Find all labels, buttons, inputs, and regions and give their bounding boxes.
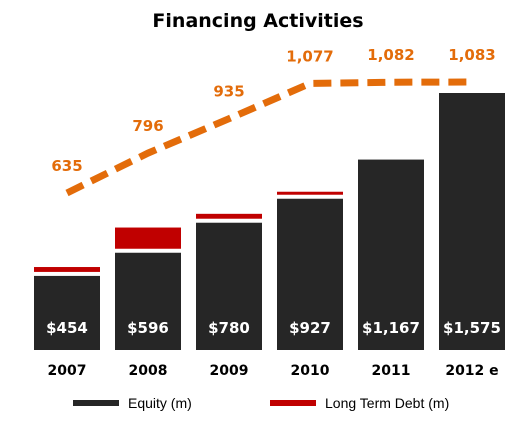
x-tick-label-2012-e: 2012 e bbox=[445, 363, 498, 379]
bar-equity-2010 bbox=[277, 198, 343, 350]
line-label-2010: 1,077 bbox=[286, 47, 333, 65]
bar-debt-2007 bbox=[34, 267, 100, 272]
bar-equity-2009 bbox=[196, 222, 262, 350]
bar-label-equity-2012-e: $1,575 bbox=[443, 319, 501, 337]
x-tick-label-2010: 2010 bbox=[291, 363, 330, 379]
legend-swatch-equity bbox=[73, 400, 119, 406]
bar-debt-2010 bbox=[277, 191, 343, 195]
legend-label-long-term-debt: Long Term Debt (m) bbox=[325, 395, 449, 411]
bars-layer: $454 $596 $780 $927 $1,167 $1,575 bbox=[34, 93, 505, 350]
bar-equity-2008 bbox=[115, 252, 181, 350]
x-tick-label-2009: 2009 bbox=[210, 363, 249, 379]
legend-swatch-long-term-debt bbox=[270, 400, 316, 406]
x-axis-labels: 2007 2008 2009 2010 2011 2012 e bbox=[48, 363, 499, 379]
bar-label-equity-2009: $780 bbox=[208, 319, 250, 337]
bar-equity-2012-e bbox=[439, 93, 505, 350]
x-tick-label-2008: 2008 bbox=[129, 363, 168, 379]
line-label-2007: 635 bbox=[51, 157, 82, 175]
line-layer: 635 796 935 1,077 1,082 1,083 bbox=[51, 46, 496, 197]
line-label-2008: 796 bbox=[132, 117, 163, 135]
legend: Equity (m) Long Term Debt (m) bbox=[73, 395, 449, 411]
bar-label-equity-2011: $1,167 bbox=[362, 319, 420, 337]
bar-equity-2007 bbox=[34, 275, 100, 350]
legend-label-equity: Equity (m) bbox=[128, 395, 192, 411]
line-label-2011: 1,082 bbox=[367, 46, 414, 64]
bar-label-equity-2007: $454 bbox=[46, 319, 88, 337]
x-tick-label-2011: 2011 bbox=[372, 363, 411, 379]
chart-title: Financing Activities bbox=[152, 10, 363, 32]
bar-debt-2008 bbox=[115, 227, 181, 249]
line-label-2012-e: 1,083 bbox=[448, 46, 495, 64]
x-tick-label-2007: 2007 bbox=[48, 363, 87, 379]
bar-label-equity-2010: $927 bbox=[289, 319, 331, 337]
line-series bbox=[65, 78, 473, 197]
line-label-2009: 935 bbox=[213, 83, 244, 101]
bar-equity-2011 bbox=[358, 159, 424, 350]
bar-label-equity-2008: $596 bbox=[127, 319, 169, 337]
bar-debt-2009 bbox=[196, 213, 262, 219]
